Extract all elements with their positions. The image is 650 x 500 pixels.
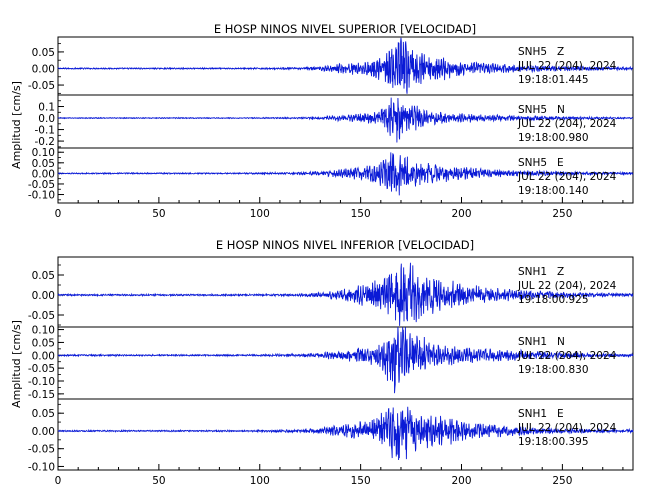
x-tick-label: 0: [55, 208, 62, 220]
y-tick-label: -0.10: [28, 376, 55, 388]
lower-panel-3: -0.10 -0.05 0.00 0.05 SNH1 E JUL 22 (204), 202…: [28, 398, 634, 473]
lower-ylabel: Amplitud [cm/s]: [10, 320, 23, 408]
y-tick-label: 0.00: [32, 63, 55, 75]
component-label: Z: [557, 266, 564, 278]
x-tick-label: 100: [250, 208, 270, 220]
lower-x-axis: 0 50 100 150 200 250: [55, 464, 624, 487]
y-tick-label: -0.10: [28, 461, 55, 473]
lower-panel-1: -0.05 0.00 0.05 SNH1 Z JUL 22 (204), 2024 19:1…: [28, 256, 634, 328]
x-tick-label: 250: [552, 208, 572, 220]
y-tick-label: 0.05: [32, 337, 55, 349]
component-label: Z: [557, 46, 564, 58]
y-tick-label: 0.00: [32, 426, 55, 438]
y-tick-label: -0.15: [28, 389, 55, 401]
y-tick-label: -0.10: [28, 190, 55, 202]
station-label: SNH1: [518, 408, 547, 420]
seismic-trace: [57, 97, 634, 143]
time-label: 19:18:00.830: [518, 364, 589, 376]
date-label: JUL 22 (204), 2024: [517, 118, 617, 130]
lower-title: E HOSP NINOS NIVEL INFERIOR [VELOCIDAD]: [216, 238, 474, 252]
y-tick-label: 0.00: [32, 350, 55, 362]
y-tick-label: -0.05: [28, 310, 55, 322]
station-label: SNH5: [518, 104, 547, 116]
seismic-trace: [57, 262, 634, 326]
y-tick-label: 0.0: [38, 113, 55, 125]
upper-panel-3: -0.10-0.050.000.050.10 SNH5 E JUL 22 (204),…: [28, 147, 634, 204]
date-label: JUL 22 (204), 2024: [517, 60, 617, 72]
y-tick-label: -0.05: [28, 363, 55, 375]
y-tick-label: 0.05: [32, 270, 55, 282]
component-label: E: [557, 408, 564, 420]
x-tick-label: 200: [451, 475, 471, 487]
time-label: 19:18:00.980: [518, 132, 589, 144]
station-label: SNH5: [518, 46, 547, 58]
y-tick-label: 0.1: [38, 102, 55, 114]
x-tick-label: 250: [552, 475, 572, 487]
y-tick-label: 0.05: [32, 408, 55, 420]
upper-panel-1: -0.05 0.00 0.05 SNH5 Z JUL 22 (204), 2024 19:1…: [28, 36, 634, 96]
seismic-trace: [57, 37, 634, 94]
upper-ylabel: Amplitud [cm/s]: [10, 81, 23, 169]
y-tick-label: 0.10: [32, 325, 55, 337]
x-tick-label: 150: [351, 475, 371, 487]
y-tick-label: -0.05: [28, 80, 55, 92]
component-label: E: [557, 157, 564, 169]
x-tick-label: 0: [55, 475, 62, 487]
seismic-trace: [57, 406, 634, 461]
x-tick-label: 50: [152, 208, 165, 220]
date-label: JUL 22 (204), 2024: [517, 280, 617, 292]
y-tick-label: 0.05: [32, 158, 55, 170]
panel-frame: [57, 398, 634, 471]
time-label: 19:18:00.140: [518, 185, 589, 197]
upper-x-axis: 0 50 100 150 200 250: [55, 197, 624, 220]
y-tick-label: 0.05: [32, 47, 55, 59]
upper-title: E HOSP NINOS NIVEL SUPERIOR [VELOCIDAD]: [214, 22, 476, 36]
x-tick-label: 200: [451, 208, 471, 220]
date-label: JUL 22 (204), 2024: [517, 422, 617, 434]
date-label: JUL 22 (204), 2024: [517, 350, 617, 362]
time-label: 19:18:00.395: [518, 436, 589, 448]
y-tick-label: -0.05: [28, 444, 55, 456]
y-tick-label: -0.2: [35, 136, 56, 148]
station-label: SNH5: [518, 157, 547, 169]
x-tick-label: 150: [351, 208, 371, 220]
seismic-trace: [57, 152, 634, 196]
station-label: SNH1: [518, 336, 547, 348]
y-tick-label: 0.10: [32, 147, 55, 159]
y-tick-label: -0.05: [28, 179, 55, 191]
panel-frame: [57, 147, 634, 204]
date-label: JUL 22 (204), 2024: [517, 171, 617, 183]
station-label: SNH1: [518, 266, 547, 278]
component-label: N: [557, 336, 565, 348]
time-label: 19:18:00.925: [518, 294, 589, 306]
seismic-trace: [57, 326, 634, 394]
x-tick-label: 100: [250, 475, 270, 487]
component-label: N: [557, 104, 565, 116]
lower-panel-2: -0.15-0.10-0.050.000.050.10 SNH1 N JUL 22 (…: [28, 325, 634, 401]
time-label: 19:18:01.445: [518, 74, 589, 86]
y-tick-label: -0.1: [35, 125, 56, 137]
y-tick-label: 0.00: [32, 168, 55, 180]
x-tick-label: 50: [152, 475, 165, 487]
y-tick-label: 0.00: [32, 290, 55, 302]
upper-panel-2: -0.2-0.10.00.1 SNH5 N JUL 22 (204), 2024 19:…: [35, 94, 634, 149]
